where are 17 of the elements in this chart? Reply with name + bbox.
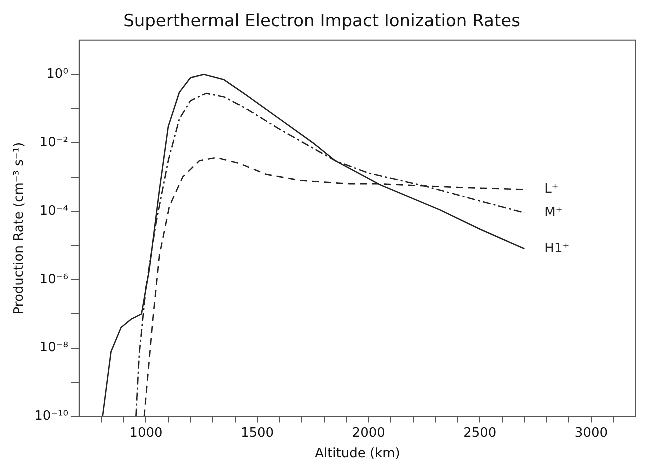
x-tick-label: 2000 [352, 426, 386, 441]
chart-title: Superthermal Electron Impact Ionization Rates [124, 12, 521, 32]
x-axis-title: Altitude (km) [315, 446, 400, 462]
series-label: M⁺ [544, 205, 563, 220]
series-label: H1⁺ [544, 241, 570, 256]
y-axis-title: Production Rate (cm⁻³ s⁻¹) [12, 142, 28, 315]
y-tick-label: 10⁻⁴ [40, 204, 68, 219]
y-tick-label: 10⁻⁶ [40, 272, 68, 288]
y-tick-label: 10⁻⁸ [40, 340, 68, 356]
y-tick-label: 10⁻² [40, 135, 68, 150]
series-label: L⁺ [544, 182, 559, 198]
y-tick-label: 10⁻¹⁰ [34, 409, 68, 424]
x-tick-label: 2500 [464, 426, 497, 441]
x-tick-label: 1000 [130, 426, 163, 441]
y-tick-label: 10⁰ [46, 66, 68, 82]
x-tick-label: 1500 [240, 426, 274, 441]
x-tick-label: 3000 [574, 426, 608, 441]
